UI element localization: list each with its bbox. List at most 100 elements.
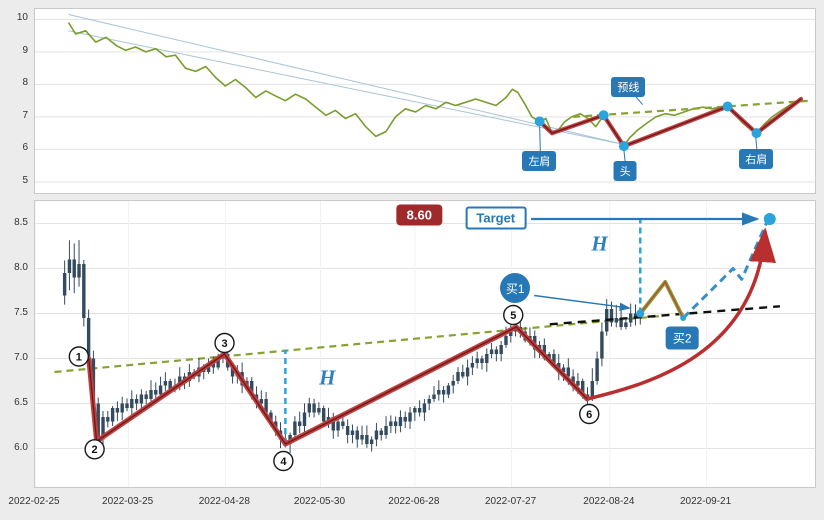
candle-body	[393, 421, 398, 426]
candle-body	[355, 430, 359, 440]
y-axis-tick-label: 7.5	[14, 306, 28, 318]
candle-body	[581, 381, 585, 395]
candle-body	[398, 417, 403, 426]
x-axis-date-label: 2022-08-24	[583, 496, 635, 507]
candle-body	[427, 399, 431, 404]
candle-body	[422, 403, 427, 413]
candle-body	[317, 408, 321, 413]
candle-body	[571, 376, 575, 386]
candle-body	[403, 417, 407, 422]
height-label-2: H	[591, 231, 608, 256]
candle-body	[264, 399, 268, 413]
buy2-dot	[680, 315, 687, 321]
candle-body	[163, 381, 168, 386]
candle-body	[302, 412, 307, 426]
candle-body	[619, 318, 623, 327]
y-axis-tick-label: 7.0	[14, 351, 28, 363]
pivot-number-circle	[503, 304, 524, 326]
candle-body	[408, 412, 412, 422]
candle-body	[82, 264, 86, 318]
candle-body	[259, 399, 264, 404]
candle-body	[552, 354, 556, 363]
forecast-line-label: 预线	[611, 76, 646, 97]
candle-body	[211, 363, 216, 368]
candle-body	[72, 259, 76, 278]
pivot-number-circle	[273, 450, 294, 472]
candle-body	[470, 363, 475, 368]
candle-body	[293, 421, 297, 435]
candle-body	[614, 318, 618, 323]
candlestick-panel: 1 2 3 4 5 6	[34, 200, 816, 488]
buy1-dot	[636, 309, 645, 318]
candle-body	[489, 349, 494, 354]
candle-body	[369, 439, 374, 444]
candle-body	[389, 421, 393, 426]
pivot-dot	[751, 128, 762, 139]
price-line-svg	[35, 14, 815, 183]
candle-body	[509, 331, 513, 336]
candle-body	[230, 367, 235, 377]
candle-body	[149, 390, 153, 399]
candle-body	[134, 399, 139, 404]
candle-body	[96, 403, 100, 440]
candle-body	[499, 345, 503, 354]
candle-body	[216, 358, 220, 368]
target-price-badge: 8.60	[396, 204, 442, 226]
dashed-line	[54, 315, 660, 374]
target-dot	[763, 213, 776, 225]
pivot-number: 4	[280, 456, 287, 468]
candle-body	[547, 354, 551, 359]
candle-body	[297, 421, 302, 426]
candle-body	[115, 408, 120, 413]
candle-body	[312, 403, 316, 413]
height-label-1: H	[319, 365, 336, 390]
pivot-dot	[598, 110, 609, 121]
candle-body	[86, 318, 91, 359]
candle-body	[628, 313, 633, 323]
pivot-number: 5	[510, 310, 516, 322]
candle-body	[456, 372, 460, 381]
y-axis-tick-label: 5	[22, 174, 28, 186]
x-axis-date-label: 2022-09-21	[680, 496, 732, 507]
candle-body	[331, 417, 335, 431]
candle-body	[480, 358, 484, 363]
candle-body	[595, 358, 599, 381]
y-axis-tick-label: 7	[22, 109, 28, 121]
candle-body	[384, 426, 388, 435]
candle-body	[168, 381, 172, 390]
candle-body	[504, 336, 508, 345]
breakout-curve-arrow	[586, 227, 776, 401]
candle-body	[451, 381, 455, 386]
y-axis-tick-label: 9	[22, 44, 28, 56]
pivot-dot	[722, 101, 733, 112]
candle-body	[125, 403, 129, 408]
wedge-line	[68, 30, 625, 146]
candle-body	[566, 367, 571, 377]
pivot-number: 6	[586, 409, 592, 421]
pattern-zigzag-core	[88, 326, 588, 445]
pivot-number: 2	[92, 444, 98, 456]
candle-body	[101, 417, 105, 440]
candle-body	[144, 394, 148, 399]
candle-body	[106, 417, 110, 422]
x-axis-date-label: 2022-05-30	[293, 496, 346, 507]
candle-body	[461, 372, 465, 377]
candle-body	[130, 399, 134, 408]
x-axis-date-label: 2022-02-25	[8, 496, 60, 507]
candle-body	[62, 273, 67, 296]
candle-body	[437, 390, 441, 395]
candle-body	[633, 313, 638, 318]
candle-body	[139, 394, 144, 404]
pivot-number-circle	[214, 332, 235, 354]
buy1-badge: 买1	[500, 273, 531, 304]
candle-body	[494, 349, 499, 354]
candle-body	[154, 390, 158, 395]
x-axis-date-label: 2022-04-28	[198, 496, 250, 507]
x-axis-date-label: 2022-07-27	[485, 496, 537, 507]
candle-body	[110, 408, 115, 422]
right-shoulder-label: 右肩	[739, 148, 774, 169]
candle-body	[542, 345, 547, 359]
pivot-number: 3	[221, 338, 227, 350]
candle-body	[432, 394, 436, 399]
dashed-line	[549, 305, 780, 326]
